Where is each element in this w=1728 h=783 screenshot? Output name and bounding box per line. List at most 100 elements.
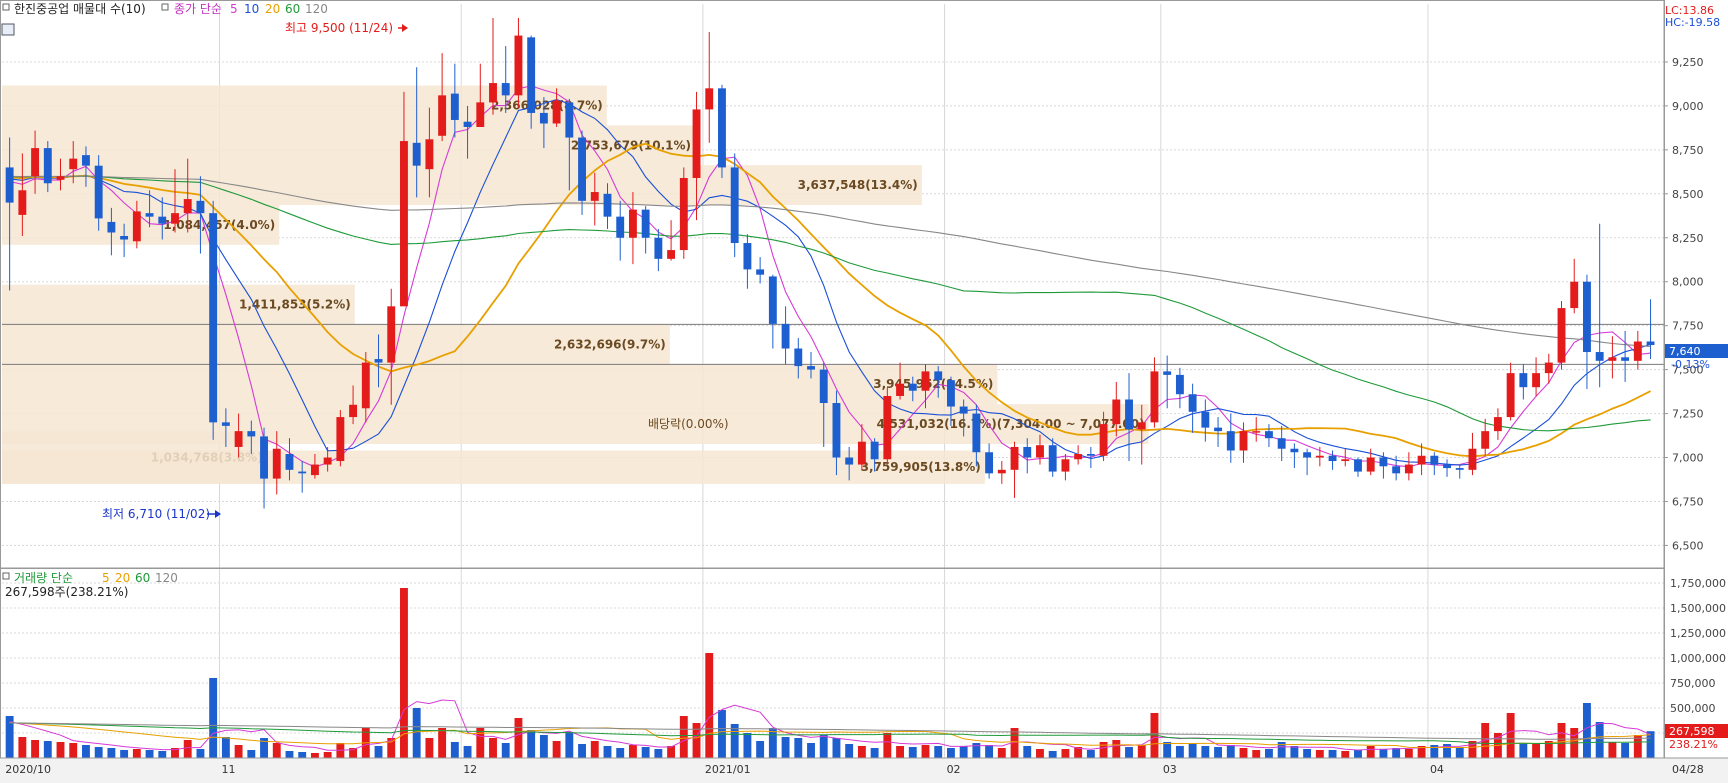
candle-body [1290, 448, 1299, 453]
volume-bar [476, 728, 485, 758]
volume-bar [171, 748, 179, 758]
profile-band-label: 1,084,457(4.0%) [163, 218, 275, 232]
candle-body [1303, 452, 1312, 458]
candle-body [1583, 281, 1591, 353]
candle-body [628, 209, 637, 238]
volume-bar [18, 737, 27, 758]
volume-bar [794, 738, 803, 758]
volume-bar [438, 728, 447, 758]
candle-body [1481, 431, 1490, 449]
candle-body [1354, 459, 1362, 472]
candle-body [1595, 352, 1604, 361]
legend-square-icon [2, 3, 10, 11]
x-axis-strip [0, 758, 1728, 783]
candle-body [1137, 422, 1146, 430]
candle-body [501, 83, 510, 96]
volume-bar [1354, 750, 1362, 758]
volume-bar [590, 741, 599, 758]
ma-20-label: 20 [265, 2, 280, 16]
volume-bar [1023, 746, 1032, 758]
volume-ma-line [9, 722, 1651, 748]
candle-body [298, 471, 307, 474]
low-arrowhead-icon [215, 510, 221, 518]
candle-body [565, 102, 574, 138]
candle-body [43, 148, 52, 184]
candle-body [1532, 373, 1541, 388]
ma-line-20 [9, 142, 1652, 458]
candle-body [56, 176, 65, 180]
volume-bar [387, 738, 396, 758]
candle-body [1570, 281, 1579, 309]
candle-body [756, 269, 765, 275]
legend-square-icon [161, 3, 169, 11]
volume-bar [985, 745, 994, 758]
candle-body [578, 137, 586, 201]
volume-bar [260, 738, 268, 758]
volume-bar [145, 750, 154, 758]
candle-body [1341, 459, 1350, 462]
candle-body [1277, 438, 1286, 449]
volume-bar [959, 746, 968, 758]
volume-bar [1303, 749, 1312, 758]
candle-body [31, 148, 40, 177]
stock-title[interactable]: 한진중공업 매물대 수(10) [14, 2, 146, 16]
volume-bar [857, 746, 866, 758]
candle-body [145, 213, 154, 217]
grid-toggle-icon[interactable] [1, 23, 15, 36]
candle-body [1150, 371, 1159, 423]
candle-body [463, 121, 472, 127]
volume-label: 거래량 단순 [14, 571, 73, 585]
candle-body [1036, 445, 1044, 458]
volume-bar [463, 746, 472, 758]
candle-body [857, 441, 866, 465]
volume-bar [883, 733, 892, 758]
volume-bar [107, 748, 116, 758]
profile-band [2, 324, 670, 365]
volume-summary: 267,598주(238.21%) [5, 585, 128, 599]
candle-body [1112, 399, 1121, 425]
volume-bar [158, 751, 167, 758]
volume-bar [82, 745, 90, 758]
candle-body [908, 383, 917, 391]
volume-bar [832, 738, 841, 758]
volume-bar [1201, 746, 1210, 758]
volume-bar [43, 741, 52, 758]
volume-ma-line [9, 722, 1651, 740]
volume-bar [1455, 747, 1464, 758]
candle-body [667, 250, 676, 259]
y-tick-label: 7,250 [1672, 408, 1704, 421]
candle-body [18, 190, 27, 215]
candle-body [654, 237, 663, 259]
candle-body [387, 306, 396, 363]
volume-tick-label: 1,750,000 [1670, 577, 1726, 590]
profile-band-label: 1,411,853(5.2%) [239, 298, 351, 312]
volume-bar [1264, 749, 1273, 758]
volume-bar [120, 750, 129, 758]
candle-body [1506, 373, 1515, 418]
volume-bar [1290, 746, 1299, 758]
y-tick-label: 6,500 [1672, 539, 1704, 552]
volume-bar [501, 743, 510, 758]
volume-bar [514, 718, 523, 758]
candle-body [1493, 417, 1502, 432]
candle-body [1646, 341, 1655, 345]
volume-bar [1086, 750, 1095, 758]
volume-bar [921, 745, 930, 758]
profile-band [2, 165, 922, 206]
candle-body [781, 323, 790, 349]
volume-bar [412, 708, 421, 758]
ma-line-120 [9, 175, 1651, 348]
volume-bar [1112, 740, 1121, 758]
volume-bar [1532, 744, 1541, 758]
candle-body [82, 155, 90, 166]
volume-bar [1315, 750, 1324, 758]
volume-bar [578, 744, 586, 758]
volume-tag [1665, 724, 1728, 738]
legend-square-icon [2, 572, 10, 580]
y-tick-label: 7,500 [1672, 364, 1704, 377]
candle-body [1621, 357, 1630, 361]
candle-body [539, 112, 548, 124]
volume-bar [1544, 741, 1553, 758]
volume-bar [1506, 713, 1515, 758]
